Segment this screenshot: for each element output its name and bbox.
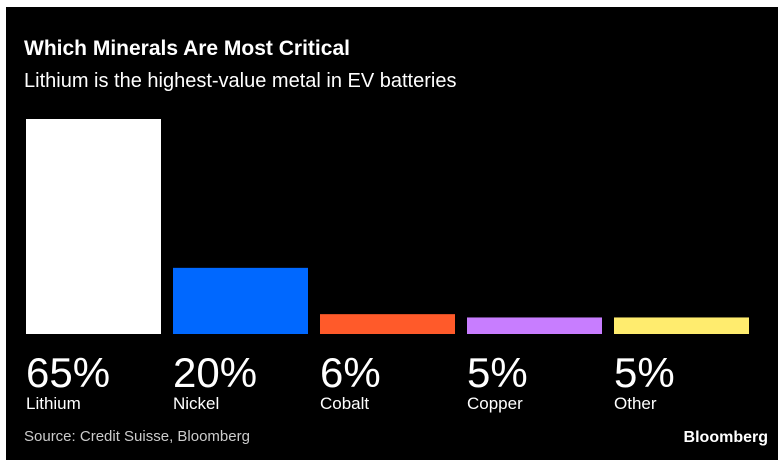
bar-cobalt	[320, 314, 455, 334]
value-label-copper: 5%	[467, 349, 528, 396]
category-label-other: Other	[614, 394, 657, 413]
bar-copper	[467, 317, 602, 334]
bar-chart: 65%Lithium20%Nickel6%Cobalt5%Copper5%Oth…	[26, 119, 749, 413]
category-label-lithium: Lithium	[26, 394, 81, 413]
chart-subtitle: Lithium is the highest-value metal in EV…	[24, 70, 457, 92]
value-label-lithium: 65%	[26, 349, 110, 396]
bar-other	[614, 317, 749, 334]
source-note: Source: Credit Suisse, Bloomberg	[24, 428, 250, 445]
category-label-nickel: Nickel	[173, 394, 219, 413]
bar-lithium	[26, 119, 161, 334]
value-label-cobalt: 6%	[320, 349, 381, 396]
value-label-other: 5%	[614, 349, 675, 396]
bar-nickel	[173, 267, 308, 334]
category-label-cobalt: Cobalt	[320, 394, 369, 413]
category-label-copper: Copper	[467, 394, 523, 413]
chart-title: Which Minerals Are Most Critical	[24, 37, 350, 60]
chart-frame: Which Minerals Are Most Critical Lithium…	[6, 7, 778, 460]
bloomberg-logo: Bloomberg	[683, 429, 768, 446]
value-label-nickel: 20%	[173, 349, 257, 396]
